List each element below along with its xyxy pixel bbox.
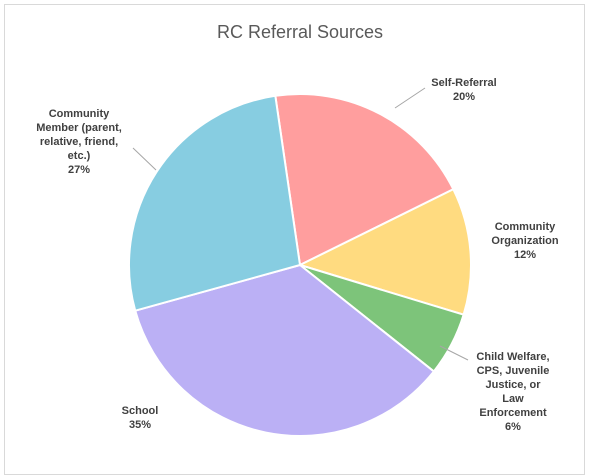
value-label: 27% (67, 164, 91, 176)
slice-label: Community Organization 12% (491, 220, 558, 262)
category-label: Community Organization (491, 221, 559, 247)
slice-label: Community Member (parent, relative, frie… (36, 107, 122, 177)
pie-slice (128, 94, 302, 312)
pie-slice (297, 187, 472, 316)
slice-label: School 35% (122, 404, 159, 432)
leader-line (394, 87, 426, 109)
value-label: 35% (128, 419, 152, 431)
pie-slice (133, 263, 436, 437)
value-label: 6% (505, 421, 521, 433)
value-label: 12% (513, 249, 537, 261)
slice-label: Child Welfare, CPS, Juvenile Justice, or… (475, 350, 551, 434)
value-label: 20% (452, 91, 476, 103)
category-label: Community Member (parent, relative, frie… (36, 108, 122, 162)
category-label: Child Welfare, CPS, Juvenile Justice, or… (476, 351, 550, 419)
slice-label: Self-Referral 20% (431, 76, 496, 104)
pie-slice (274, 93, 455, 267)
leader-line (132, 147, 157, 171)
leader-line (439, 345, 469, 361)
category-label: Self-Referral (431, 77, 497, 89)
chart-title: RC Referral Sources (217, 22, 383, 42)
category-label: School (121, 405, 159, 417)
